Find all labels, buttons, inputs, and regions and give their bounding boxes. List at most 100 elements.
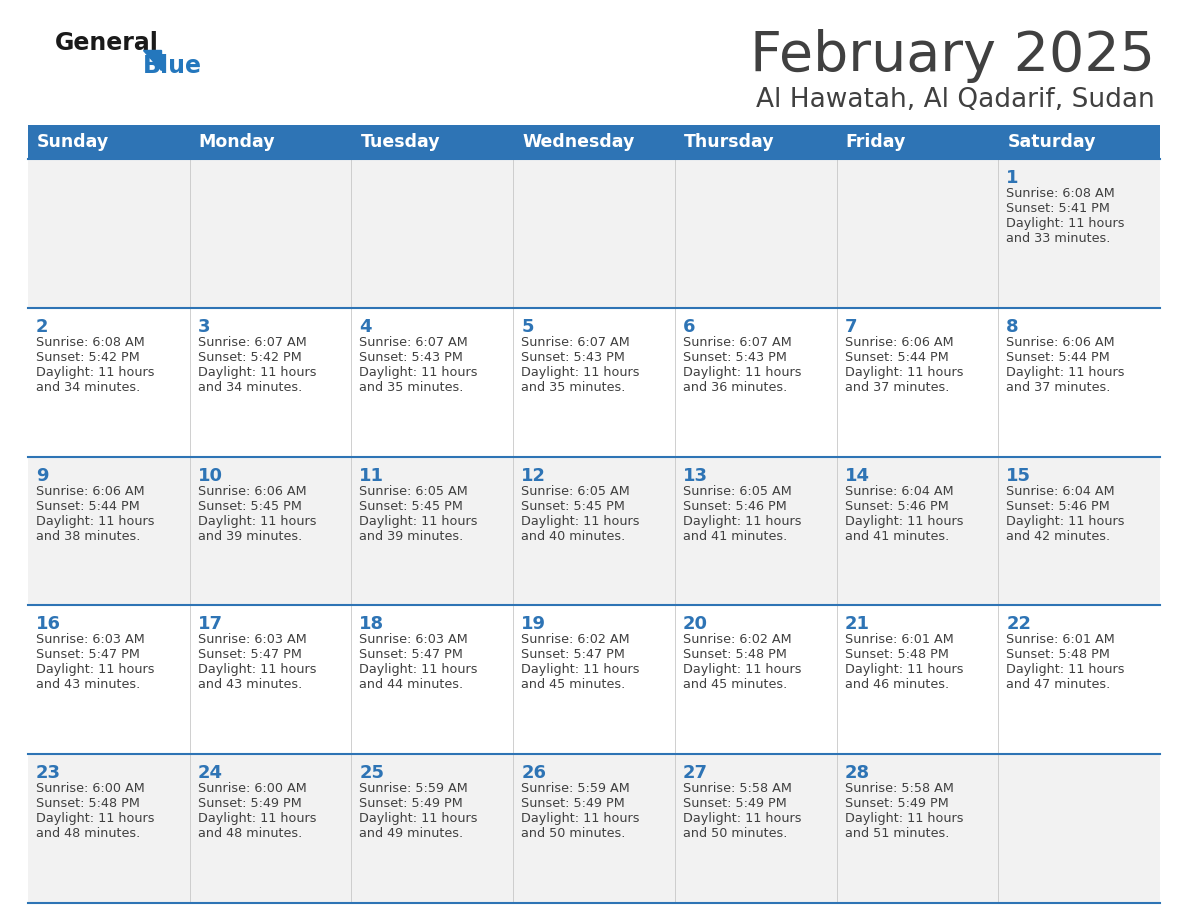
Text: and 39 minutes.: and 39 minutes. — [197, 530, 302, 543]
Text: 9: 9 — [36, 466, 49, 485]
Text: Sunrise: 6:05 AM: Sunrise: 6:05 AM — [522, 485, 630, 498]
Text: Daylight: 11 hours: Daylight: 11 hours — [197, 664, 316, 677]
Text: and 50 minutes.: and 50 minutes. — [683, 827, 788, 840]
Text: Sunset: 5:43 PM: Sunset: 5:43 PM — [683, 351, 786, 364]
Text: Sunset: 5:44 PM: Sunset: 5:44 PM — [845, 351, 948, 364]
Text: Sunset: 5:49 PM: Sunset: 5:49 PM — [683, 797, 786, 811]
Text: Daylight: 11 hours: Daylight: 11 hours — [522, 812, 639, 825]
Text: Sunset: 5:44 PM: Sunset: 5:44 PM — [36, 499, 140, 512]
Text: and 33 minutes.: and 33 minutes. — [1006, 232, 1111, 245]
Text: and 45 minutes.: and 45 minutes. — [522, 678, 625, 691]
Text: and 49 minutes.: and 49 minutes. — [360, 827, 463, 840]
Text: General: General — [55, 31, 159, 55]
Text: 2: 2 — [36, 318, 49, 336]
Text: Wednesday: Wednesday — [523, 133, 634, 151]
Text: 4: 4 — [360, 318, 372, 336]
Text: Daylight: 11 hours: Daylight: 11 hours — [360, 365, 478, 379]
Text: and 34 minutes.: and 34 minutes. — [36, 381, 140, 394]
Text: Daylight: 11 hours: Daylight: 11 hours — [522, 664, 639, 677]
Text: Thursday: Thursday — [684, 133, 775, 151]
Text: 18: 18 — [360, 615, 385, 633]
Text: Sunset: 5:49 PM: Sunset: 5:49 PM — [845, 797, 948, 811]
Text: 19: 19 — [522, 615, 546, 633]
Text: Daylight: 11 hours: Daylight: 11 hours — [1006, 217, 1125, 230]
Text: Sunrise: 5:59 AM: Sunrise: 5:59 AM — [360, 782, 468, 795]
Text: Sunrise: 6:00 AM: Sunrise: 6:00 AM — [197, 782, 307, 795]
Text: Sunrise: 6:03 AM: Sunrise: 6:03 AM — [360, 633, 468, 646]
Text: Sunrise: 6:06 AM: Sunrise: 6:06 AM — [845, 336, 953, 349]
Text: 16: 16 — [36, 615, 61, 633]
Text: Sunrise: 5:58 AM: Sunrise: 5:58 AM — [845, 782, 954, 795]
Text: 12: 12 — [522, 466, 546, 485]
Text: 23: 23 — [36, 764, 61, 782]
Text: Daylight: 11 hours: Daylight: 11 hours — [36, 812, 154, 825]
Text: Daylight: 11 hours: Daylight: 11 hours — [522, 365, 639, 379]
Text: Sunset: 5:45 PM: Sunset: 5:45 PM — [360, 499, 463, 512]
Text: 8: 8 — [1006, 318, 1019, 336]
Text: 24: 24 — [197, 764, 222, 782]
Text: 7: 7 — [845, 318, 857, 336]
Text: and 46 minutes.: and 46 minutes. — [845, 678, 949, 691]
Text: Sunset: 5:49 PM: Sunset: 5:49 PM — [197, 797, 302, 811]
Text: Daylight: 11 hours: Daylight: 11 hours — [683, 664, 802, 677]
Text: and 48 minutes.: and 48 minutes. — [197, 827, 302, 840]
Text: Daylight: 11 hours: Daylight: 11 hours — [36, 515, 154, 528]
Text: Daylight: 11 hours: Daylight: 11 hours — [360, 664, 478, 677]
Text: Daylight: 11 hours: Daylight: 11 hours — [197, 515, 316, 528]
Text: Sunrise: 6:08 AM: Sunrise: 6:08 AM — [36, 336, 145, 349]
Text: Sunset: 5:41 PM: Sunset: 5:41 PM — [1006, 202, 1110, 215]
Text: Sunrise: 6:07 AM: Sunrise: 6:07 AM — [360, 336, 468, 349]
FancyBboxPatch shape — [29, 755, 1159, 903]
Text: 20: 20 — [683, 615, 708, 633]
Text: Sunrise: 5:58 AM: Sunrise: 5:58 AM — [683, 782, 791, 795]
Text: 6: 6 — [683, 318, 695, 336]
Text: Sunset: 5:47 PM: Sunset: 5:47 PM — [36, 648, 140, 661]
Text: 14: 14 — [845, 466, 870, 485]
Text: Sunset: 5:42 PM: Sunset: 5:42 PM — [36, 351, 140, 364]
Text: Daylight: 11 hours: Daylight: 11 hours — [197, 365, 316, 379]
Text: and 36 minutes.: and 36 minutes. — [683, 381, 788, 394]
Text: Sunrise: 6:08 AM: Sunrise: 6:08 AM — [1006, 187, 1116, 200]
Text: and 41 minutes.: and 41 minutes. — [845, 530, 949, 543]
Text: and 35 minutes.: and 35 minutes. — [360, 381, 463, 394]
Text: and 38 minutes.: and 38 minutes. — [36, 530, 140, 543]
Text: Tuesday: Tuesday — [360, 133, 440, 151]
Text: and 39 minutes.: and 39 minutes. — [360, 530, 463, 543]
Text: Sunrise: 6:06 AM: Sunrise: 6:06 AM — [197, 485, 307, 498]
Text: Daylight: 11 hours: Daylight: 11 hours — [683, 812, 802, 825]
FancyBboxPatch shape — [29, 125, 1159, 159]
Text: Sunset: 5:49 PM: Sunset: 5:49 PM — [522, 797, 625, 811]
FancyBboxPatch shape — [29, 456, 1159, 605]
Text: Sunset: 5:43 PM: Sunset: 5:43 PM — [522, 351, 625, 364]
Text: and 43 minutes.: and 43 minutes. — [197, 678, 302, 691]
Text: Sunrise: 6:01 AM: Sunrise: 6:01 AM — [1006, 633, 1116, 646]
Text: 10: 10 — [197, 466, 222, 485]
Text: Sunset: 5:45 PM: Sunset: 5:45 PM — [197, 499, 302, 512]
Text: Daylight: 11 hours: Daylight: 11 hours — [360, 515, 478, 528]
Text: Daylight: 11 hours: Daylight: 11 hours — [1006, 515, 1125, 528]
Text: Daylight: 11 hours: Daylight: 11 hours — [683, 365, 802, 379]
Text: and 51 minutes.: and 51 minutes. — [845, 827, 949, 840]
Text: and 44 minutes.: and 44 minutes. — [360, 678, 463, 691]
Text: Sunrise: 5:59 AM: Sunrise: 5:59 AM — [522, 782, 630, 795]
Text: Daylight: 11 hours: Daylight: 11 hours — [197, 812, 316, 825]
Text: and 43 minutes.: and 43 minutes. — [36, 678, 140, 691]
Text: 26: 26 — [522, 764, 546, 782]
Text: Sunrise: 6:07 AM: Sunrise: 6:07 AM — [197, 336, 307, 349]
Text: Sunset: 5:48 PM: Sunset: 5:48 PM — [845, 648, 948, 661]
Text: Sunset: 5:46 PM: Sunset: 5:46 PM — [1006, 499, 1110, 512]
Text: Sunset: 5:48 PM: Sunset: 5:48 PM — [1006, 648, 1110, 661]
Text: and 37 minutes.: and 37 minutes. — [1006, 381, 1111, 394]
Text: Sunrise: 6:06 AM: Sunrise: 6:06 AM — [36, 485, 145, 498]
Text: Sunrise: 6:03 AM: Sunrise: 6:03 AM — [197, 633, 307, 646]
Text: 22: 22 — [1006, 615, 1031, 633]
Text: Daylight: 11 hours: Daylight: 11 hours — [845, 515, 963, 528]
Text: Sunset: 5:46 PM: Sunset: 5:46 PM — [683, 499, 786, 512]
Text: 1: 1 — [1006, 169, 1019, 187]
Text: Sunrise: 6:06 AM: Sunrise: 6:06 AM — [1006, 336, 1114, 349]
Text: and 35 minutes.: and 35 minutes. — [522, 381, 626, 394]
Text: Sunday: Sunday — [37, 133, 109, 151]
Text: Sunrise: 6:04 AM: Sunrise: 6:04 AM — [845, 485, 953, 498]
Text: 5: 5 — [522, 318, 533, 336]
Text: Sunset: 5:47 PM: Sunset: 5:47 PM — [197, 648, 302, 661]
